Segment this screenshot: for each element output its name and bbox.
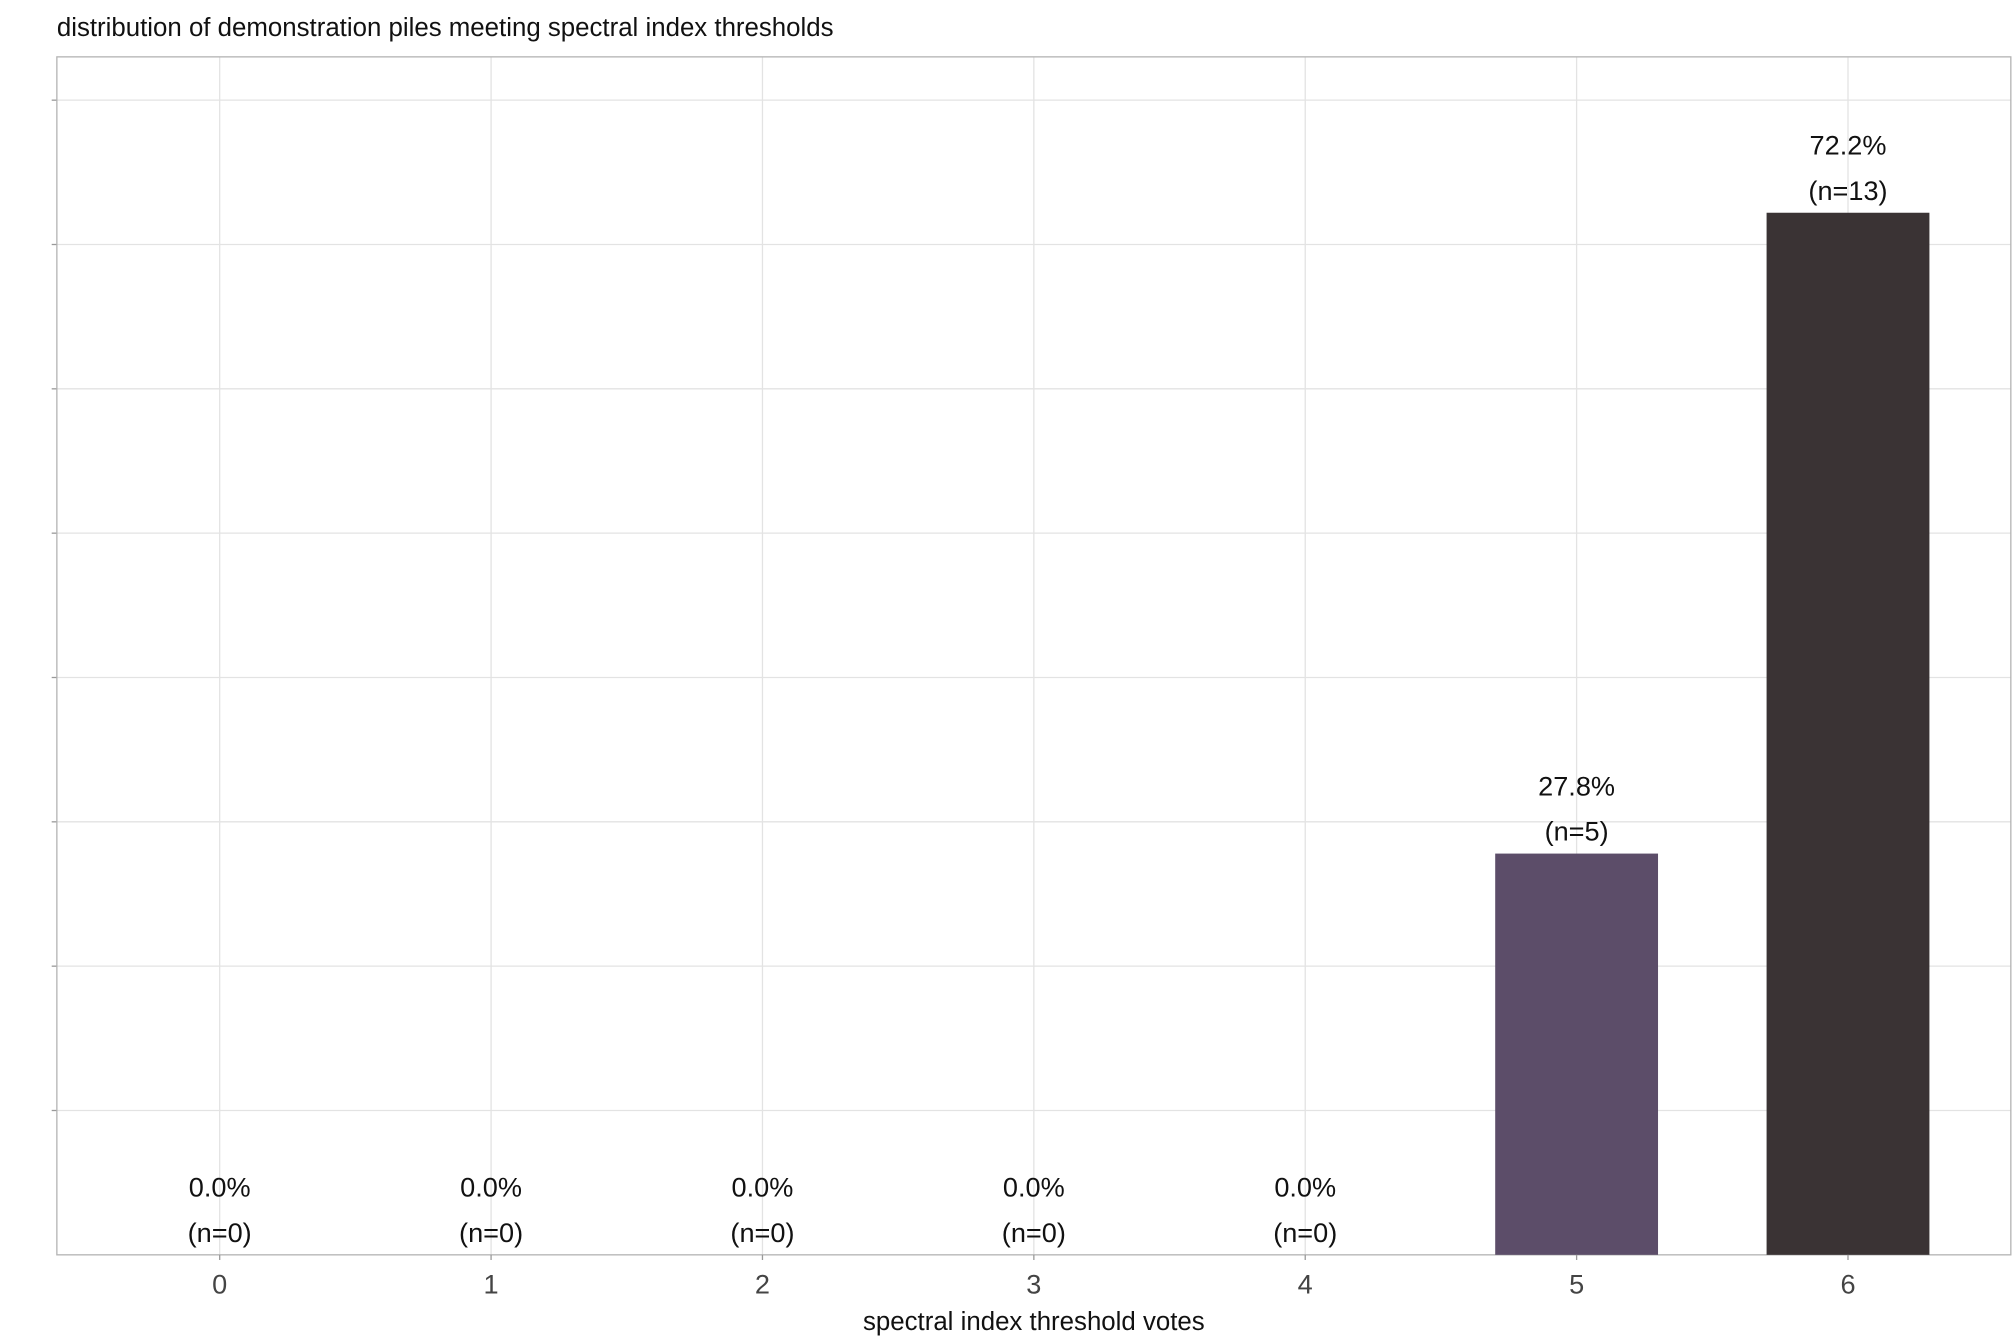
pct-label: 72.2% <box>1810 130 1887 161</box>
bars <box>1495 212 1930 1255</box>
pct-label: 0.0% <box>189 1172 251 1203</box>
count-label: (n=5) <box>1545 816 1609 847</box>
pct-label: 0.0% <box>460 1172 522 1203</box>
chart-title: distribution of demonstration piles meet… <box>57 14 834 42</box>
pct-label: 0.0% <box>1003 1172 1065 1203</box>
pct-label: 27.8% <box>1538 770 1615 801</box>
gridlines <box>51 56 2011 1255</box>
count-label: (n=0) <box>459 1217 523 1248</box>
x-tick-label: 4 <box>1298 1269 1313 1300</box>
count-label: (n=0) <box>188 1217 252 1248</box>
x-tick-label: 3 <box>1026 1269 1041 1300</box>
x-tick-label: 6 <box>1840 1269 1855 1300</box>
data-labels: 0.0% (n=0) 0.0% (n=0) 0.0% (n=0) 0.0% (n=0) 0.0%… <box>188 130 1888 1248</box>
x-tick-label: 2 <box>755 1269 770 1300</box>
x-tick-labels: 0 1 2 3 4 5 6 <box>212 1254 1856 1300</box>
count-label: (n=0) <box>1002 1217 1066 1248</box>
x-tick-label: 1 <box>484 1269 499 1300</box>
x-axis-label: spectral index threshold votes <box>863 1308 1205 1336</box>
count-label: (n=0) <box>1273 1217 1337 1248</box>
count-label: (n=0) <box>730 1217 794 1248</box>
pct-label: 0.0% <box>1274 1172 1336 1203</box>
x-tick-label: 5 <box>1569 1269 1584 1300</box>
count-label: (n=13) <box>1808 175 1887 206</box>
x-tick-label: 0 <box>212 1269 227 1300</box>
bar-6 <box>1766 212 1930 1255</box>
bar-5 <box>1495 853 1659 1255</box>
pct-label: 0.0% <box>732 1172 794 1203</box>
